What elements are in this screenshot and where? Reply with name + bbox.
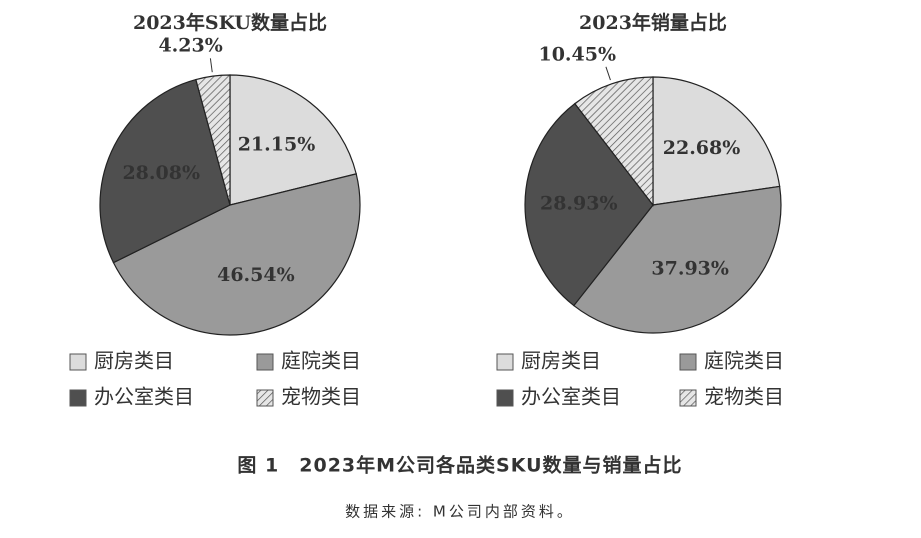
- pie-slice: [99, 78, 231, 264]
- legend-label: 办公室类目: [521, 385, 621, 409]
- pie-slice: [652, 76, 781, 206]
- legend-swatch: [256, 389, 274, 407]
- pie-slice: [572, 185, 782, 334]
- pie-slice: [112, 173, 361, 336]
- data-label: 37.93%: [651, 257, 729, 279]
- legend-label: 厨房类目: [521, 349, 601, 373]
- leader-line: [209, 58, 213, 73]
- legend-swatch: [496, 353, 514, 371]
- data-label: 10.45%: [538, 43, 616, 65]
- legend-label: 宠物类目: [281, 385, 361, 409]
- legend-swatch: [69, 353, 87, 371]
- legend-label: 宠物类目: [704, 385, 784, 409]
- data-label: 22.68%: [663, 137, 741, 159]
- chart-title: 2023年销量占比: [579, 11, 727, 34]
- legend-swatch: [256, 353, 274, 371]
- data-label: 4.23%: [158, 34, 222, 56]
- pie-slice: [574, 76, 654, 207]
- chart-title: 2023年SKU数量占比: [133, 11, 327, 34]
- caption: 图 1 2023年M公司各品类SKU数量与销量占比: [237, 454, 682, 477]
- pie-slice: [229, 74, 357, 206]
- data-label: 28.08%: [122, 162, 200, 184]
- legend-swatch: [69, 389, 87, 407]
- legend-swatch: [496, 389, 514, 407]
- data-label: 21.15%: [238, 134, 316, 156]
- legend-label: 庭院类目: [281, 349, 361, 373]
- legend-swatch: [679, 353, 697, 371]
- pie-slice: [195, 74, 231, 206]
- pie-slice: [524, 102, 654, 307]
- legend-label: 厨房类目: [94, 349, 174, 373]
- source: 数据来源: M公司内部资料。: [345, 503, 575, 521]
- data-label: 46.54%: [217, 264, 295, 286]
- leader-line: [605, 66, 611, 81]
- legend-swatch: [679, 389, 697, 407]
- data-label: 28.93%: [540, 193, 618, 215]
- legend-label: 庭院类目: [704, 349, 784, 373]
- legend-label: 办公室类目: [94, 385, 194, 409]
